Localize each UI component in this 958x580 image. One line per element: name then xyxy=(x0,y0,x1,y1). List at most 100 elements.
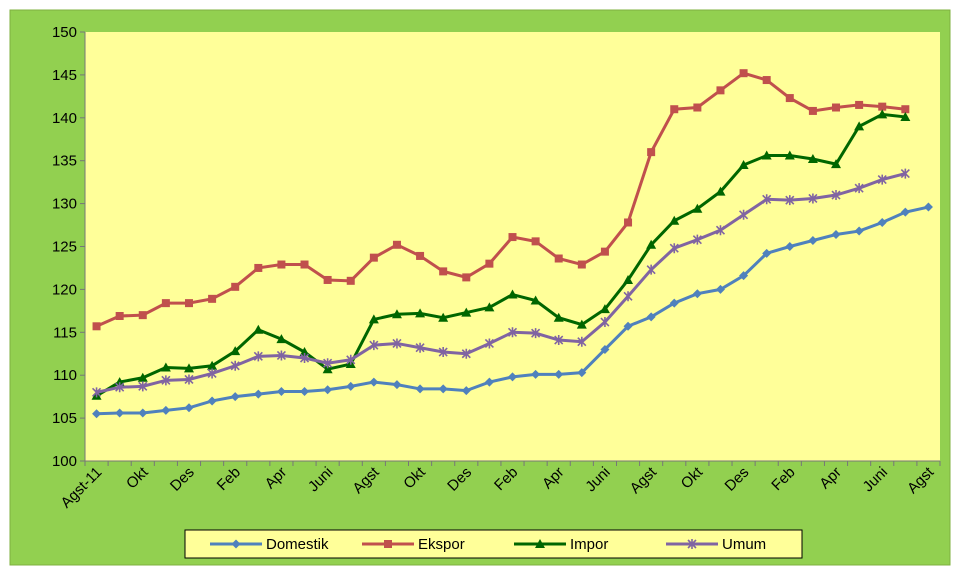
marker xyxy=(391,309,402,319)
marker xyxy=(623,321,633,331)
marker xyxy=(253,351,263,362)
marker xyxy=(716,86,725,95)
marker xyxy=(715,225,726,236)
marker xyxy=(160,362,171,372)
marker xyxy=(762,248,772,258)
marker xyxy=(91,387,102,398)
marker xyxy=(508,233,517,242)
marker xyxy=(115,408,125,418)
marker xyxy=(253,389,263,399)
marker xyxy=(439,267,448,276)
marker xyxy=(276,387,286,397)
marker xyxy=(507,289,518,299)
marker xyxy=(230,346,241,356)
marker xyxy=(138,408,148,418)
marker xyxy=(92,322,101,331)
marker xyxy=(231,539,241,549)
marker xyxy=(600,344,610,354)
marker xyxy=(535,539,545,548)
marker xyxy=(531,369,541,379)
marker xyxy=(647,148,656,157)
marker xyxy=(762,194,772,205)
y-tick-label: 130 xyxy=(52,196,77,213)
marker xyxy=(161,375,171,386)
marker xyxy=(183,363,194,373)
marker xyxy=(161,299,170,308)
marker xyxy=(231,282,240,291)
marker xyxy=(346,381,356,391)
marker xyxy=(184,374,194,385)
marker xyxy=(369,253,378,262)
marker xyxy=(277,260,286,269)
marker xyxy=(369,340,379,351)
marker xyxy=(484,338,494,349)
marker xyxy=(577,260,586,269)
marker xyxy=(115,311,124,320)
marker xyxy=(531,328,541,339)
marker xyxy=(878,102,887,111)
marker xyxy=(624,218,633,227)
marker xyxy=(346,276,355,285)
marker xyxy=(207,396,217,406)
marker xyxy=(715,284,725,294)
marker xyxy=(323,358,333,369)
marker xyxy=(669,243,679,254)
marker xyxy=(923,202,933,212)
marker xyxy=(901,105,910,114)
marker xyxy=(138,311,147,320)
marker xyxy=(877,217,887,227)
marker xyxy=(461,386,471,396)
marker xyxy=(599,304,610,314)
marker xyxy=(832,103,841,112)
marker xyxy=(692,234,702,245)
marker xyxy=(115,382,125,393)
marker xyxy=(346,354,356,365)
marker xyxy=(855,100,864,109)
marker xyxy=(900,111,911,121)
marker xyxy=(762,76,771,85)
marker xyxy=(299,347,310,357)
marker xyxy=(646,264,656,275)
marker xyxy=(807,153,818,163)
marker xyxy=(692,289,702,299)
marker xyxy=(416,251,425,260)
y-tick-label: 120 xyxy=(52,281,77,298)
y-tick-label: 135 xyxy=(52,153,77,170)
marker xyxy=(600,317,610,328)
marker xyxy=(785,94,794,103)
marker xyxy=(230,392,240,402)
plot-area xyxy=(85,32,940,461)
marker xyxy=(831,190,841,201)
marker xyxy=(485,259,494,268)
legend-label: Umum xyxy=(722,536,766,553)
marker xyxy=(415,384,425,394)
marker xyxy=(230,360,240,371)
marker xyxy=(184,403,194,413)
marker xyxy=(323,385,333,395)
marker xyxy=(854,183,864,194)
marker xyxy=(831,159,842,169)
marker xyxy=(761,150,772,160)
y-tick-label: 110 xyxy=(53,367,77,384)
marker xyxy=(670,105,679,114)
marker xyxy=(600,247,609,256)
marker xyxy=(322,364,333,374)
marker xyxy=(576,319,587,329)
marker xyxy=(254,263,263,272)
marker xyxy=(531,237,540,246)
marker xyxy=(669,298,679,308)
marker xyxy=(530,295,541,305)
legend-label: Ekspor xyxy=(418,536,465,553)
marker xyxy=(207,368,217,379)
marker xyxy=(438,384,448,394)
marker xyxy=(877,109,888,119)
marker xyxy=(253,324,264,334)
y-tick-label: 145 xyxy=(52,67,77,84)
marker xyxy=(461,307,472,317)
y-tick-label: 125 xyxy=(52,239,77,256)
marker xyxy=(808,235,818,245)
marker xyxy=(276,334,287,344)
marker xyxy=(276,350,286,361)
marker xyxy=(438,347,448,358)
